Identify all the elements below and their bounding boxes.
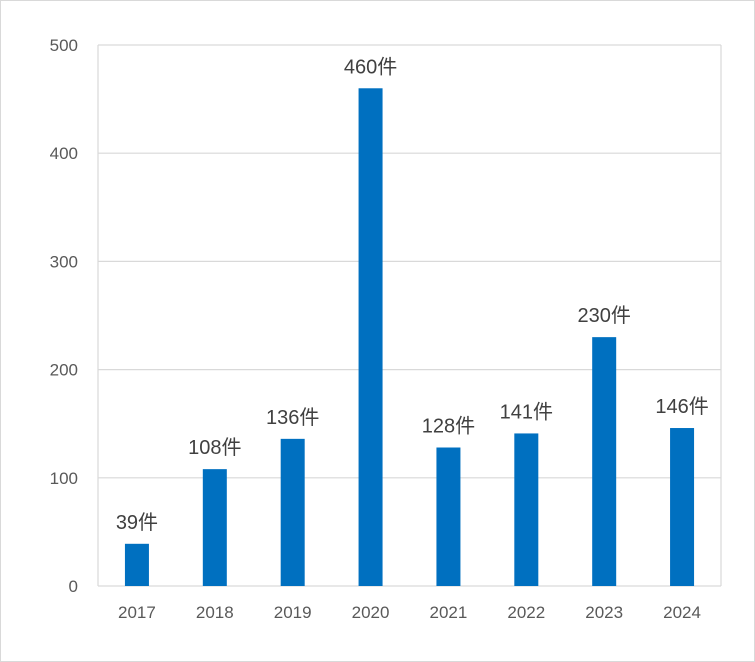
- data-label: 128件: [422, 415, 475, 438]
- bar-2024: [670, 428, 695, 586]
- x-tick-label: 2024: [663, 603, 701, 622]
- bar-2023: [592, 337, 617, 586]
- data-label: 230件: [578, 304, 631, 327]
- data-label: 39件: [116, 511, 158, 534]
- y-tick-label: 200: [50, 361, 78, 380]
- y-tick-label: 300: [50, 252, 78, 271]
- x-tick-label: 2018: [196, 603, 234, 622]
- y-tick-label: 500: [50, 36, 78, 55]
- y-tick-label: 400: [50, 144, 78, 163]
- bar-2017: [124, 543, 149, 586]
- x-axis: 2017 2018 2019 2020 2021 2022 2023 2024: [118, 603, 701, 622]
- y-tick-label: 0: [69, 577, 78, 596]
- x-tick-label: 2023: [585, 603, 623, 622]
- data-labels: 39件 108件 136件 460件 128件 141件 230件 146件: [116, 55, 709, 534]
- data-label: 141件: [500, 400, 553, 423]
- bar-2019: [280, 438, 305, 586]
- bar-2022: [514, 433, 539, 586]
- data-label: 146件: [655, 395, 708, 418]
- y-axis: 0 100 200 300 400 500: [50, 36, 78, 596]
- data-label: 136件: [266, 406, 319, 429]
- x-tick-label: 2017: [118, 603, 156, 622]
- x-tick-label: 2021: [430, 603, 468, 622]
- data-label: 460件: [344, 55, 397, 78]
- x-tick-label: 2019: [274, 603, 312, 622]
- gridlines: [97, 44, 722, 587]
- y-tick-label: 100: [50, 469, 78, 488]
- x-tick-label: 2022: [507, 603, 545, 622]
- bar-2021: [436, 447, 461, 586]
- data-label: 108件: [188, 436, 241, 459]
- x-tick-label: 2020: [352, 603, 390, 622]
- bars: [124, 88, 695, 586]
- bar-2018: [202, 469, 227, 586]
- bar-2020: [358, 88, 383, 586]
